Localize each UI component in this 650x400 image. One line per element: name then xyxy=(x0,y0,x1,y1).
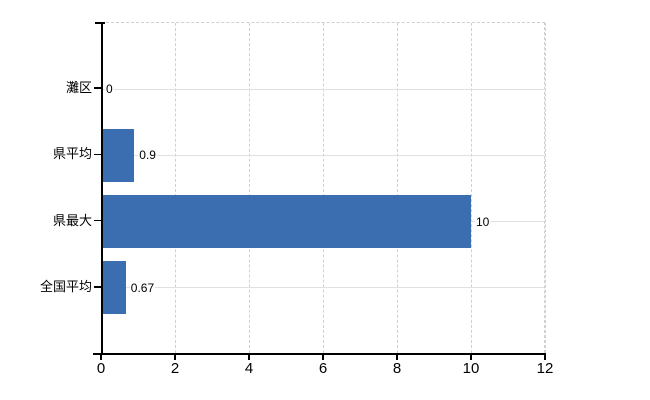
bar-value-label: 10 xyxy=(475,214,491,229)
v-gridline xyxy=(323,23,324,353)
category-label: 灘区 xyxy=(65,80,92,96)
category-label: 全国平均 xyxy=(39,278,92,294)
plot-area: 0 0.9 10 0.67 xyxy=(101,22,546,353)
v-gridline xyxy=(249,23,250,353)
y-tick xyxy=(94,286,101,288)
y-tick xyxy=(94,87,101,89)
y-tick xyxy=(94,153,101,156)
bar xyxy=(101,128,135,182)
y-axis-top-tick xyxy=(95,22,105,24)
x-tick xyxy=(544,353,546,360)
h-gridline xyxy=(101,287,544,289)
v-gridline xyxy=(397,23,398,353)
x-tick-label: 0 xyxy=(96,360,106,377)
bar-value-label: 0.67 xyxy=(129,280,156,295)
x-tick-label: 8 xyxy=(392,360,402,377)
y-axis xyxy=(101,22,103,353)
x-tick xyxy=(248,353,250,360)
bar-value-label: 0.9 xyxy=(138,148,157,163)
bar xyxy=(101,261,126,315)
category-label: 県最大 xyxy=(52,212,92,228)
x-tick xyxy=(100,353,102,360)
x-tick-label: 6 xyxy=(318,360,328,377)
bar-value-label: 0 xyxy=(105,82,114,97)
x-tick xyxy=(470,353,472,360)
x-tick-label: 4 xyxy=(244,360,254,377)
h-gridline xyxy=(101,88,544,90)
v-gridline xyxy=(175,23,176,353)
x-tick-label: 10 xyxy=(462,360,480,377)
x-tick xyxy=(174,353,176,360)
y-tick xyxy=(94,219,101,222)
x-tick-label: 12 xyxy=(536,360,554,377)
v-gridline xyxy=(545,23,546,353)
v-gridline xyxy=(471,23,472,353)
h-gridline xyxy=(101,154,544,156)
x-tick xyxy=(396,353,398,360)
x-tick-label: 2 xyxy=(170,360,180,377)
bar xyxy=(101,195,471,249)
x-axis xyxy=(93,353,545,355)
x-tick xyxy=(322,353,324,360)
category-label: 県平均 xyxy=(52,146,92,162)
